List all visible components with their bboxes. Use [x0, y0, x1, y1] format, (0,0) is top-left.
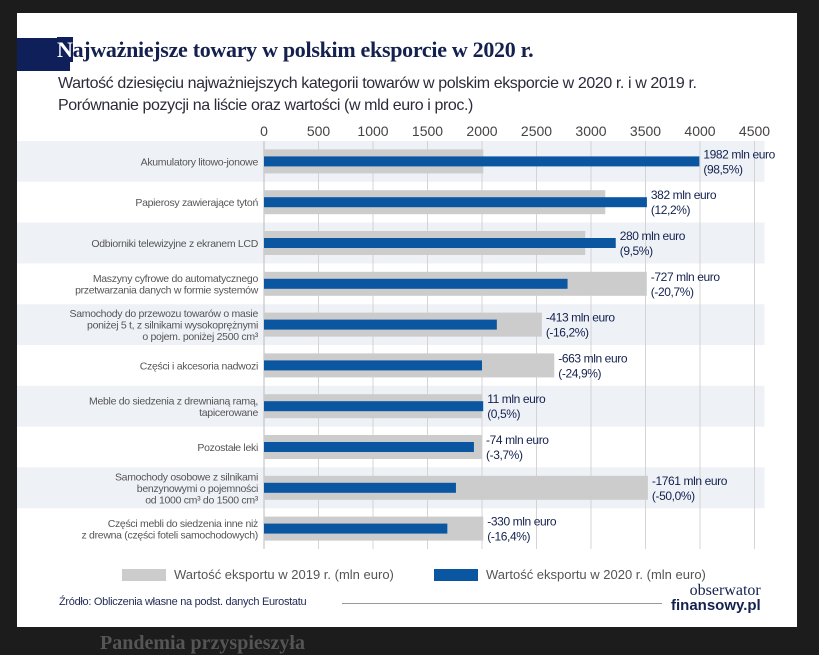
data-label: 280 mln euro: [620, 229, 686, 243]
source-note: Źródło: Obliczenia własne na podst. dany…: [59, 596, 307, 608]
data-label: (0,5%): [487, 407, 520, 421]
category-label: poniżej 5 t, z silnikami wysokoprężnymi: [87, 320, 258, 332]
logo-line-2: finansowy.pl: [671, 597, 761, 614]
category-label: z drewna (części foteli samochodowych): [81, 529, 258, 541]
category-label: Pozostałe leki: [197, 442, 258, 454]
x-tick-label: 1500: [412, 123, 443, 139]
bar-2020: [264, 442, 474, 452]
category-label: Części mebli do siedzenia inne niż: [108, 518, 258, 530]
title-first-letter: N: [57, 37, 73, 62]
data-label: -330 mln euro: [487, 515, 557, 529]
data-label: -1761 mln euro: [652, 474, 728, 488]
chart-title: Najważniejsze towary w polskim eksporcie…: [57, 37, 534, 63]
subtitle-line-1: Wartość dziesięciu najważniejszych kateg…: [58, 75, 697, 92]
category-label: Odbiorniki telewizyjne z ekranem LCD: [91, 238, 258, 250]
category-label: Części i akcesoria nadwozi: [140, 360, 258, 372]
data-label: 1982 mln euro: [703, 147, 775, 161]
data-label: (98,5%): [703, 162, 743, 176]
category-label: benzynowymi o pojemności: [137, 483, 258, 495]
bar-2020: [264, 197, 647, 208]
category-label: o pojem. poniżej 2500 cm³: [142, 331, 258, 343]
bar-2020: [264, 482, 456, 493]
bar-2020: [264, 319, 497, 330]
data-label: (12,2%): [651, 203, 691, 217]
category-label: Samochody osobowe z silnikami: [115, 471, 258, 483]
legend-label-2020: Wartość eksportu w 2020 r. (mln euro): [486, 567, 706, 582]
data-label: (-16,2%): [546, 326, 589, 340]
data-label: (-16,4%): [487, 530, 530, 544]
data-label: 11 mln euro: [487, 392, 546, 406]
legend-2019: Wartość eksportu w 2019 r. (mln euro): [122, 567, 394, 582]
x-tick-label: 4500: [739, 123, 770, 139]
data-label: -727 mln euro: [651, 270, 721, 284]
legend-2020: Wartość eksportu w 2020 r. (mln euro): [434, 567, 706, 582]
x-tick-label: 1000: [357, 123, 388, 139]
category-label: Akumulatory litowo-jonowe: [141, 156, 259, 168]
bar-chart: 0 500 1000 1500 2000 2500 3000 3500 4000 4500 Akum…: [17, 123, 776, 549]
category-label: od 1000 cm³ do 1500 cm³: [145, 494, 259, 506]
category-label: Maszyny cyfrowe do automatycznego: [93, 273, 259, 285]
bar-2020: [264, 156, 700, 167]
divider: [342, 603, 662, 604]
data-label: (-50,0%): [652, 489, 695, 503]
data-label: -74 mln euro: [486, 433, 549, 447]
category-label: tapicerowane: [199, 407, 258, 419]
category-label: Meble do siedzenia z drewnianą ramą,: [89, 395, 258, 407]
legend-swatch-2019: [122, 568, 166, 581]
data-label: (-3,7%): [486, 448, 523, 462]
title-rest: ajważniejsze towary w polskim eksporcie …: [72, 37, 534, 62]
subtitle-line-2: Porównanie pozycji na liście oraz wartoś…: [58, 97, 473, 114]
bar-2020: [264, 278, 568, 289]
x-tick-label: 4000: [684, 123, 715, 139]
bar-2020: [264, 401, 484, 412]
bar-2020: [264, 360, 482, 371]
chart-image-modal: Najważniejsze towary w polskim eksporcie…: [17, 13, 797, 627]
data-label: -663 mln euro: [558, 351, 628, 365]
data-label: 382 mln euro: [651, 188, 717, 202]
x-tick-label: 2000: [466, 123, 497, 139]
logo-line-1: obserwator: [689, 582, 761, 599]
legend-swatch-2020: [434, 568, 478, 581]
bar-2020: [264, 523, 448, 534]
x-tick-label: 3500: [630, 123, 661, 139]
category-label: Papierosy zawierające tytoń: [135, 197, 258, 209]
bar-2020: [264, 238, 616, 248]
x-tick-label: 500: [307, 123, 331, 139]
category-label: Samochody do przewozu towarów o masie: [70, 308, 259, 320]
data-label: (9,5%): [620, 244, 653, 258]
data-label: (-24,9%): [558, 366, 601, 380]
data-label: -413 mln euro: [546, 311, 616, 325]
logo: obserwator finansowy.pl: [671, 582, 761, 614]
x-tick-label: 2500: [521, 123, 552, 139]
data-label: (-20,7%): [651, 285, 694, 299]
category-label: przetwarzania danych w formie systemów: [75, 285, 259, 297]
legend-label-2019: Wartość eksportu w 2019 r. (mln euro): [174, 567, 394, 582]
x-tick-label: 0: [260, 123, 268, 139]
x-tick-label: 3000: [575, 123, 606, 139]
